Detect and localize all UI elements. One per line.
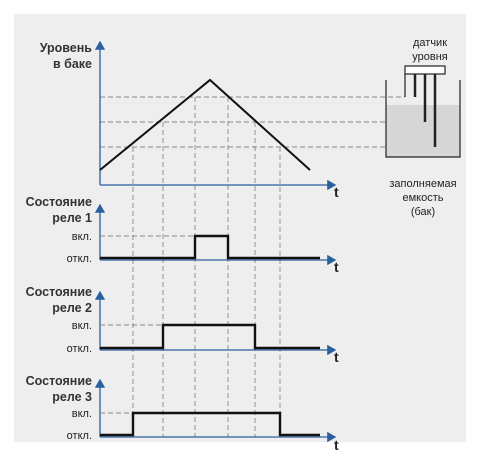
tank-label: заполняемая [389,178,456,190]
off-label: откл. [67,430,92,442]
axis-label: t [334,349,339,365]
label: Состояние [26,374,92,388]
on-label: вкл. [72,231,92,243]
label: реле 3 [52,390,92,404]
label: Состояние [26,285,92,299]
on-label: вкл. [72,320,92,332]
sensor-label: уровня [412,51,448,63]
label: Состояние [26,195,92,209]
on-label: вкл. [72,408,92,420]
label: реле 2 [52,301,92,315]
axis-label: t [334,437,339,453]
axis-label: t [334,184,339,200]
sensor-label: датчик [413,37,447,49]
tank-label: (бак) [411,206,435,218]
off-label: откл. [67,343,92,355]
axis-label: t [334,259,339,275]
off-label: откл. [67,253,92,265]
label: реле 1 [52,211,92,225]
tank-label: емкость [402,192,443,204]
label: Уровень [40,41,93,55]
label: в баке [53,57,92,71]
diagram: Уровень в баке t датчик уровня заполняем… [0,0,480,454]
